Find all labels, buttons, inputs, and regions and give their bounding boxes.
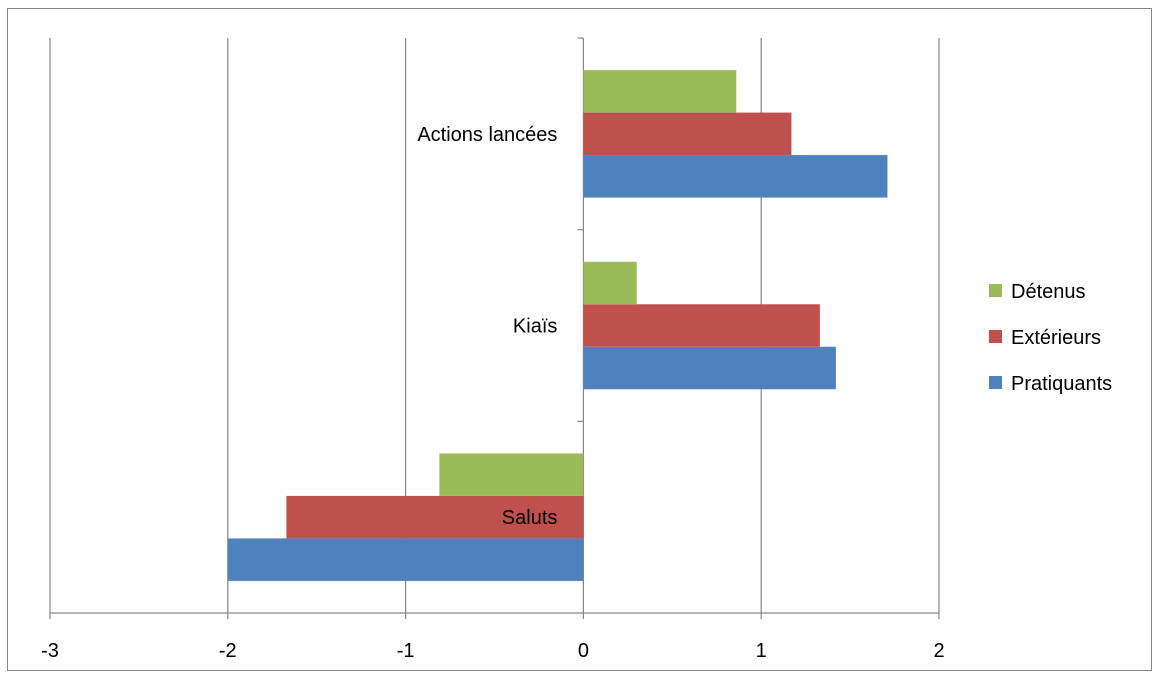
bar-pratiquants-0: [227, 538, 584, 581]
x-tick-label--3: -3: [41, 640, 59, 662]
category-label-0: Saluts: [502, 507, 558, 529]
bar-détenus-2: [583, 70, 737, 113]
legend-swatch-détenus: [989, 284, 1002, 297]
category-label-1: Kiaïs: [513, 316, 557, 338]
category-label-2: Actions lancées: [417, 124, 557, 146]
legend-label-pratiquants: Pratiquants: [1011, 373, 1112, 395]
bar-pratiquants-2: [583, 155, 888, 198]
legend-swatch-pratiquants: [989, 376, 1002, 389]
bar-extérieurs-0: [286, 495, 584, 539]
x-tick-label--2: -2: [219, 640, 237, 662]
bar-extérieurs-2: [583, 112, 792, 156]
legend-swatch-extérieurs: [989, 330, 1002, 343]
x-tick-label--1: -1: [397, 640, 415, 662]
x-tick-label-1: 1: [756, 640, 767, 662]
legend-label-extérieurs: Extérieurs: [1011, 327, 1101, 349]
x-tick-label-2: 2: [933, 640, 944, 662]
x-tick-label-0: 0: [578, 640, 589, 662]
bar-pratiquants-1: [583, 346, 836, 390]
legend-label-détenus: Détenus: [1011, 281, 1086, 303]
bar-détenus-0: [439, 453, 584, 496]
bar-extérieurs-1: [583, 304, 820, 347]
bar-détenus-1: [583, 261, 637, 305]
